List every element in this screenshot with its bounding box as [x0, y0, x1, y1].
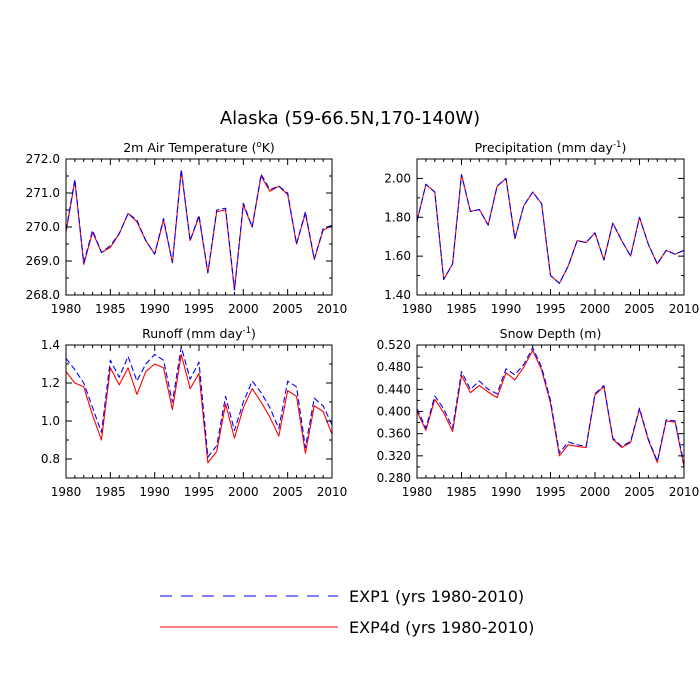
- legend-label: EXP4d (yrs 1980-2010): [349, 618, 534, 637]
- series-group: [66, 168, 332, 291]
- x-tick-label: 1980: [51, 485, 82, 499]
- series-group: [417, 347, 684, 468]
- y-tick-label: 0.360: [377, 427, 411, 441]
- panel-title-superscript: o: [257, 140, 262, 150]
- y-tick-label: 0.520: [377, 338, 411, 352]
- series-line-exp4d: [66, 170, 332, 291]
- x-tick-label: 2005: [272, 485, 303, 499]
- plot-frame: [416, 344, 685, 479]
- y-tick-label: 0.320: [377, 449, 411, 463]
- x-tick-label: 1985: [95, 485, 126, 499]
- legend: EXP1 (yrs 1980-2010) EXP4d (yrs 1980-2010…: [160, 587, 534, 637]
- panel-title: Runoff (mm day-1): [142, 326, 256, 341]
- panel-title-superscript: -1: [243, 326, 251, 336]
- y-tick-label: 270.0: [26, 220, 60, 234]
- panel-title-text-end: ): [251, 326, 256, 341]
- x-tick-label: 1985: [95, 302, 126, 316]
- chart-panel-snow: Snow Depth (m) 1980 1985 1990 1995 2000 2005 20…: [377, 326, 700, 499]
- x-tick-label: 2010: [317, 302, 348, 316]
- series-line-exp1: [417, 347, 684, 465]
- x-tick-label: 2000: [580, 302, 611, 316]
- x-tick-label: 1995: [184, 302, 215, 316]
- legend-item-exp1: EXP1 (yrs 1980-2010): [160, 587, 524, 606]
- x-tick-label: 1990: [491, 302, 522, 316]
- series-line-exp4d: [66, 353, 332, 464]
- panel-title-text-end: K): [262, 140, 275, 155]
- series-line-exp1: [66, 346, 332, 458]
- x-tick-label: 1995: [535, 302, 566, 316]
- x-tick-label: 1990: [139, 302, 170, 316]
- y-tick-label: 271.0: [26, 186, 60, 200]
- series-group: [417, 173, 684, 284]
- x-tick-label: 1985: [446, 485, 477, 499]
- y-tick-label: 0.8: [41, 452, 60, 466]
- x-tick-label: 1990: [139, 485, 170, 499]
- x-tick-label: 1985: [446, 302, 477, 316]
- panel-title-text-end: ): [621, 140, 626, 155]
- x-tick-label: 2010: [669, 485, 700, 499]
- series-line-exp1: [66, 168, 332, 291]
- panel-title-text: Runoff (mm day: [142, 326, 243, 341]
- x-tick-label: 1990: [491, 485, 522, 499]
- panel-title-text: 2m Air Temperature (: [123, 140, 256, 155]
- x-tick-label: 2005: [624, 302, 655, 316]
- y-tick-label: 1.0: [41, 414, 60, 428]
- x-tick-label: 2010: [669, 302, 700, 316]
- y-tick-label: 268.0: [26, 288, 60, 302]
- y-tick-label: 2.00: [384, 171, 411, 185]
- plot-frame: [65, 158, 333, 296]
- series-line-exp1: [417, 173, 684, 284]
- series-line-exp4d: [417, 349, 684, 468]
- x-tick-label: 1995: [535, 485, 566, 499]
- x-tick-label: 2000: [228, 485, 259, 499]
- legend-item-exp4d: EXP4d (yrs 1980-2010): [160, 618, 534, 637]
- chart-panel-runoff: Runoff (mm day-1) 1980 1985 1990 1995 2000 200…: [41, 326, 347, 499]
- legend-label: EXP1 (yrs 1980-2010): [349, 587, 524, 606]
- y-tick-label: 272.0: [26, 152, 60, 166]
- panel-title: Precipitation (mm day-1): [475, 140, 627, 155]
- panel-title-text: Snow Depth (m): [500, 326, 602, 341]
- chart-panel-temp: 2m Air Temperature (oK) 1980 1985 1990 1995 2…: [26, 140, 348, 316]
- panel-title-text: Precipitation (mm day: [475, 140, 614, 155]
- x-tick-label: 1980: [402, 485, 433, 499]
- panel-title: 2m Air Temperature (oK): [123, 140, 275, 155]
- x-tick-label: 1995: [184, 485, 215, 499]
- y-tick-label: 1.2: [41, 376, 60, 390]
- y-tick-label: 1.80: [384, 210, 411, 224]
- x-tick-label: 2005: [272, 302, 303, 316]
- panel-title: Snow Depth (m): [500, 326, 602, 341]
- y-tick-label: 1.40: [384, 288, 411, 302]
- x-tick-label: 2000: [228, 302, 259, 316]
- y-tick-label: 269.0: [26, 254, 60, 268]
- x-tick-label: 1980: [51, 302, 82, 316]
- main-title: Alaska (59-66.5N,170-140W): [220, 108, 480, 129]
- series-group: [66, 346, 332, 464]
- x-tick-label: 1980: [402, 302, 433, 316]
- x-tick-label: 2010: [317, 485, 348, 499]
- panel-title-superscript: -1: [613, 140, 621, 150]
- x-tick-label: 2005: [624, 485, 655, 499]
- chart-panel-precip: Precipitation (mm day-1) 1980 1985 1990 1995…: [384, 140, 699, 316]
- chart-panels: 2m Air Temperature (oK) 1980 1985 1990 1995 2…: [26, 140, 700, 499]
- y-tick-label: 1.60: [384, 249, 411, 263]
- x-tick-label: 2000: [580, 485, 611, 499]
- series-line-exp4d: [417, 173, 684, 284]
- y-tick-label: 0.280: [377, 471, 411, 485]
- y-tick-label: 0.400: [377, 405, 411, 419]
- y-tick-label: 0.480: [377, 360, 411, 374]
- y-tick-label: 0.440: [377, 382, 411, 396]
- plot-frame: [65, 344, 333, 479]
- y-tick-label: 1.4: [41, 338, 60, 352]
